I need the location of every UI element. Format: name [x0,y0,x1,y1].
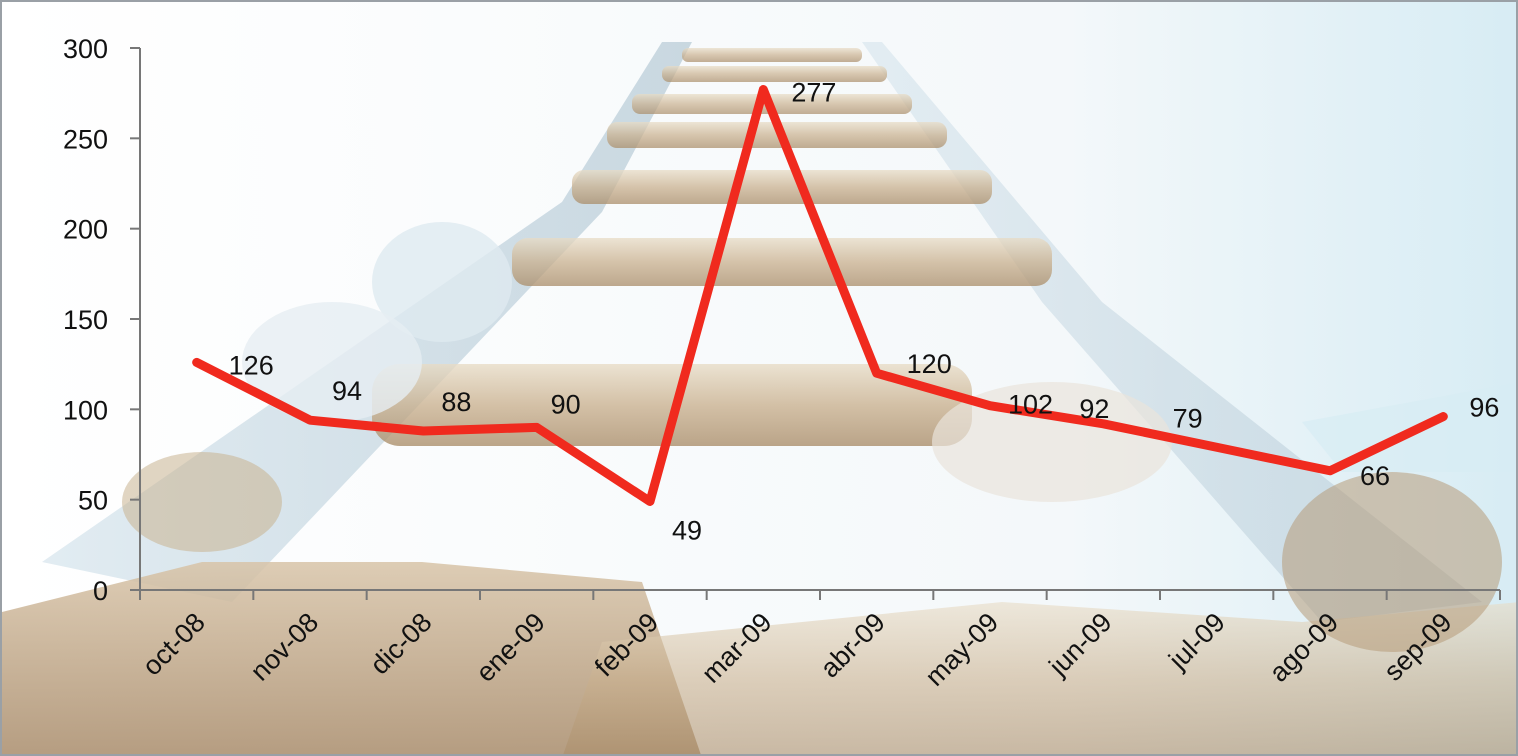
data-label: 126 [229,350,274,380]
x-tick-label: jul-09 [1162,607,1231,676]
data-point [1329,469,1331,472]
y-tick-label: 100 [63,395,108,425]
data-point [1215,446,1218,449]
x-tick-label: sep-09 [1378,607,1458,687]
data-point [1442,415,1445,418]
x-tick-label: abr-09 [815,607,891,683]
data-label: 90 [551,389,581,419]
x-tick-label: ago-09 [1264,607,1345,688]
data-label: 79 [1173,403,1203,433]
chart-axes [139,48,1500,591]
data-point [195,361,198,364]
data-label: 277 [791,78,836,108]
x-tick-label: oct-08 [137,607,211,681]
y-tick-label: 200 [63,215,108,245]
x-axis-ticks: oct-08 nov-08 dic-08 ene-09 feb-09 mar-09 abr-… [137,590,1501,692]
data-point [762,88,765,91]
x-tick-label: mar-09 [696,607,778,689]
x-tick-label: nov-08 [245,607,325,687]
data-label: 49 [672,515,702,545]
data-label: 96 [1469,393,1499,423]
data-point [875,372,878,375]
y-tick-label: 150 [63,305,108,335]
series-line [192,85,1448,506]
data-label: 92 [1079,394,1109,424]
x-tick-label: ene-09 [470,607,551,688]
x-tick-label: may-09 [919,607,1004,692]
y-tick-label: 0 [93,576,108,606]
y-tick-label: 50 [78,486,108,516]
y-tick-label: 300 [63,34,108,64]
series-group [192,85,1448,506]
data-point [1102,422,1105,425]
data-labels: 126 94 88 90 49 277 120 102 92 79 66 96 [229,78,1500,546]
data-label: 120 [907,349,952,379]
y-tick-label: 250 [63,124,108,154]
data-label: 66 [1360,461,1390,491]
data-label: 102 [1008,390,1053,420]
data-point [422,430,425,433]
x-tick-label: dic-08 [364,607,437,680]
data-point [309,419,311,422]
x-tick-label: jun-09 [1043,607,1118,682]
data-point [535,426,538,429]
data-point [989,404,991,407]
data-label: 94 [332,376,362,406]
data-label: 88 [441,387,471,417]
y-axis-ticks: 0 50 100 150 200 250 300 [63,34,140,606]
x-tick-label: feb-09 [589,607,664,682]
data-point [649,500,651,503]
